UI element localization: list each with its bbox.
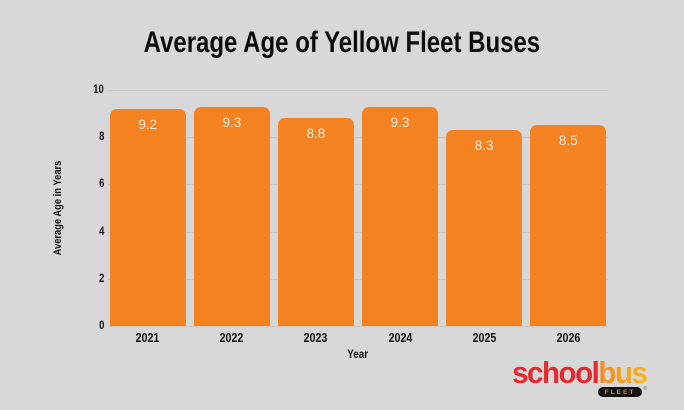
bar-2024: 9.3: [362, 106, 438, 326]
bar-2022: 9.3: [194, 106, 270, 326]
x-tick-label-2022: 2022: [219, 330, 244, 345]
y-tick-label-0: 0: [98, 320, 104, 332]
x-axis-tick-labels: 2021 2022 2023 2024 2025 2026: [108, 330, 608, 345]
x-axis-title-text: Year: [347, 347, 369, 361]
gridline-2: [108, 278, 608, 280]
bar-value-label-2023: 8.8: [306, 126, 326, 142]
x-tick-label-2025: 2025: [472, 330, 496, 345]
logo-bus-text: bus: [598, 355, 649, 390]
schoolbus-fleet-logo: schoolbus FLEET ®: [505, 357, 649, 397]
logo-fleet-badge-row: FLEET ®: [597, 387, 647, 397]
x-tick-label-2024: 2024: [388, 330, 412, 345]
gridline-8: [108, 137, 608, 139]
bar-2021: 9.2: [110, 108, 186, 326]
bar-value-label-2021: 9.2: [138, 116, 158, 132]
x-axis-title: Year: [108, 347, 608, 361]
bar-value-label-2022: 9.3: [222, 114, 242, 130]
x-tick-label-2026: 2026: [556, 330, 581, 345]
bar-value-label-2026: 8.5: [558, 133, 578, 149]
y-tick-label-4: 4: [98, 225, 104, 238]
y-axis-title-text: Average Age in Years: [52, 160, 64, 256]
y-axis-tick-labels: 0 2 4 6 8 10: [82, 84, 104, 332]
bar-series: 9.2 9.3 8.8 9.3 8.3 8.5: [108, 90, 608, 326]
bar-value-label-2025: 8.3: [474, 138, 494, 154]
logo-school-text: school: [512, 355, 601, 390]
chart-title: Average Age of Yellow Fleet Buses: [0, 26, 684, 60]
gridline-4: [108, 231, 608, 233]
gridline-6: [108, 184, 608, 186]
logo-fleet-badge: FLEET: [597, 387, 643, 397]
plot-area: 9.2 9.3 8.8 9.3 8.3 8.5: [108, 90, 608, 327]
y-tick-label-10: 10: [93, 84, 104, 96]
gridline-0: [108, 326, 608, 327]
bar-2025: 8.3: [446, 130, 522, 326]
gridline-10: [108, 90, 608, 91]
bar-2023: 8.8: [278, 118, 354, 326]
chart-title-text: Average Age of Yellow Fleet Buses: [143, 26, 541, 59]
x-tick-label-2023: 2023: [304, 330, 328, 345]
y-tick-label-8: 8: [98, 131, 104, 144]
y-tick-label-2: 2: [98, 272, 104, 285]
registered-trademark-icon: ®: [643, 387, 647, 392]
x-tick-label-2021: 2021: [135, 330, 160, 345]
bar-2026: 8.5: [530, 125, 606, 326]
y-axis-title: Average Age in Years: [44, 90, 72, 326]
schoolbus-logo-text: schoolbus: [513, 357, 649, 388]
bar-value-label-2024: 9.3: [390, 114, 410, 130]
y-tick-label-6: 6: [98, 178, 104, 191]
